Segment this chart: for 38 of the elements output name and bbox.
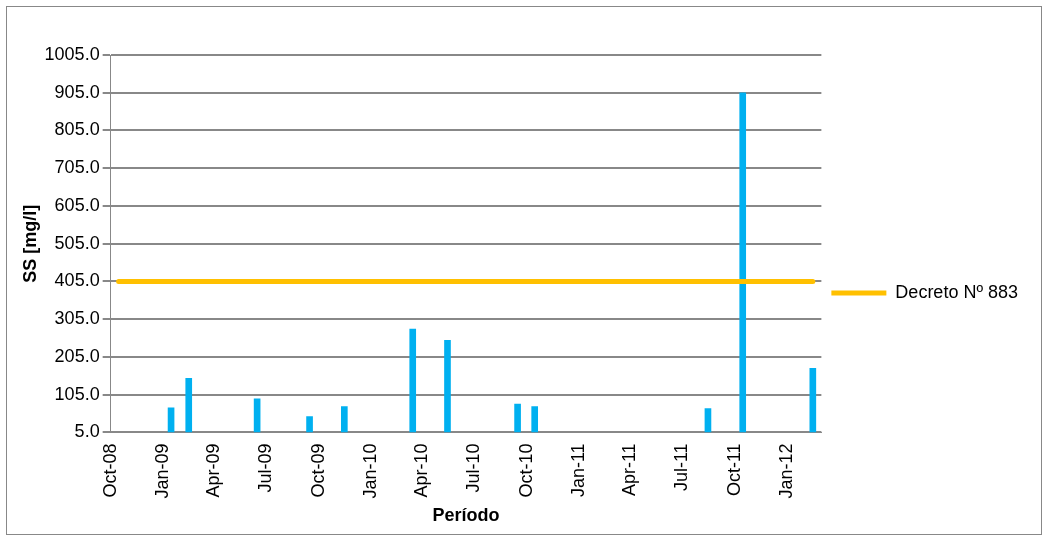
x-tick-label: Apr-11: [619, 443, 640, 497]
x-tick-label: Jul-10: [463, 443, 484, 493]
bar: [514, 403, 521, 433]
x-tick-label: Oct-11: [723, 443, 744, 497]
x-tick-label: Apr-09: [203, 443, 224, 498]
x-tick-label: Oct-10: [515, 443, 536, 498]
y-axis-title: SS [mg/l]: [19, 204, 40, 283]
y-tick-label: 205.0: [54, 345, 100, 366]
bar: [306, 416, 313, 433]
bar: [185, 378, 193, 433]
y-tick-label: 705.0: [54, 157, 100, 178]
x-tick-label: Jul-09: [255, 443, 276, 493]
y-tick-label: 105.0: [54, 383, 100, 404]
bar: [444, 339, 451, 433]
x-tick-label: Jan-09: [152, 443, 173, 499]
x-tick-label: Jan-12: [776, 443, 797, 499]
x-tick-label: Oct-08: [99, 443, 120, 498]
bar: [739, 92, 747, 433]
bar: [809, 367, 817, 433]
y-tick-label: 805.0: [54, 119, 100, 140]
x-tick-label: Jan-11: [568, 443, 589, 498]
x-axis-title: Período: [432, 505, 500, 526]
x-tick-label: Apr-10: [411, 443, 432, 498]
x-tick-label: Oct-09: [307, 443, 328, 498]
bar: [341, 406, 348, 433]
y-tick-label: 305.0: [54, 308, 100, 329]
y-tick-label: 605.0: [54, 194, 100, 215]
y-tick-label: 505.0: [54, 232, 100, 253]
y-tick-label: 905.0: [54, 81, 100, 102]
x-tick-label: Jul-11: [671, 443, 692, 492]
y-tick-label: 5.0: [74, 421, 100, 442]
x-tick-label: Jan-10: [360, 443, 381, 499]
bar: [531, 406, 539, 433]
legend-label: Decreto Nº 883: [895, 281, 1019, 302]
y-tick-label: 405.0: [54, 270, 100, 291]
bar: [253, 398, 261, 433]
bar: [409, 328, 417, 433]
y-tick-label: 1005.0: [44, 43, 100, 64]
